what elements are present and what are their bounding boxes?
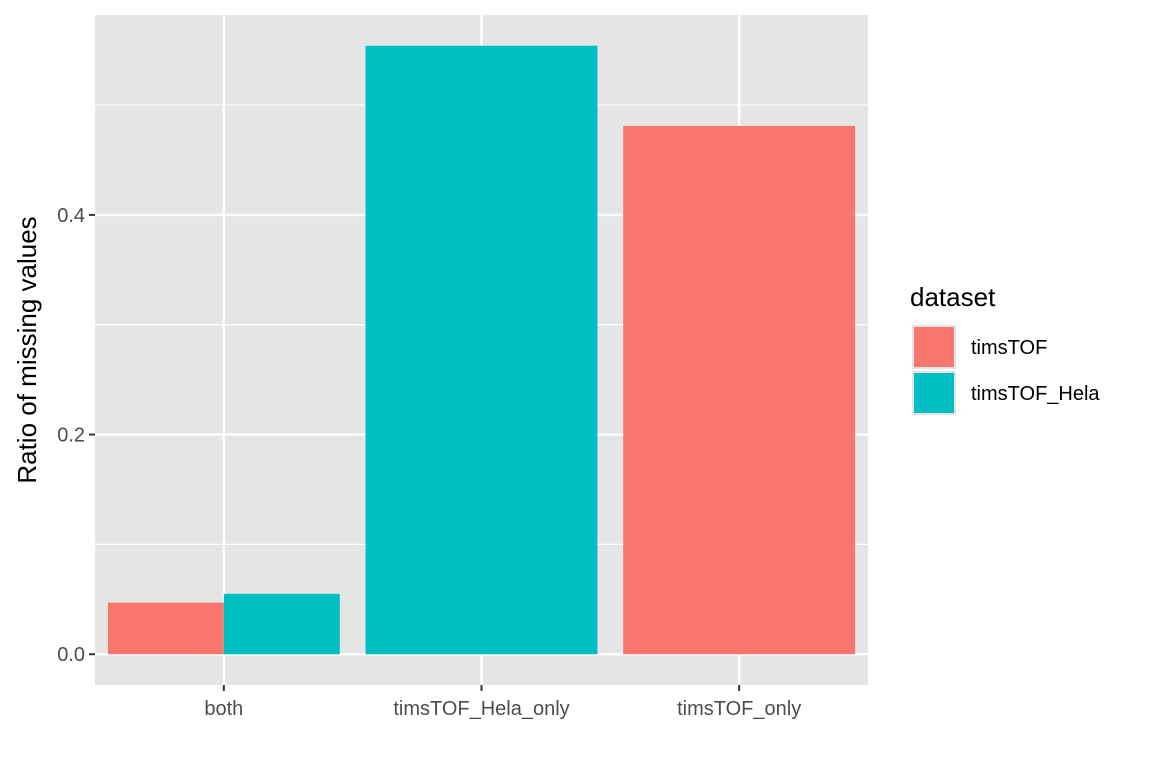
bars <box>107 45 856 655</box>
y-axis-title: Ratio of missing values <box>12 216 42 483</box>
y-axis-ticks: 0.0 0.2 0.4 <box>57 205 95 666</box>
x-tick-label: both <box>204 698 243 720</box>
bar-timsTOF-timsTOF_only <box>623 125 856 655</box>
legend: dataset timsTOF timsTOF_Hela <box>910 282 1100 415</box>
x-tick-label: timsTOF_only <box>677 698 801 720</box>
legend-label: timsTOF <box>971 337 1047 359</box>
y-tick-label: 0.2 <box>57 425 85 447</box>
y-tick-label: 0.4 <box>57 205 85 227</box>
bar-timsTOF-both <box>107 602 224 655</box>
y-tick-label: 0.0 <box>57 644 85 666</box>
x-axis-ticks: both timsTOF_Hela_only timsTOF_only <box>204 685 801 720</box>
legend-label: timsTOF_Hela <box>971 383 1100 405</box>
legend-key-timsTOF_Hela <box>914 373 954 413</box>
x-tick-label: timsTOF_Hela_only <box>393 698 569 720</box>
legend-title: dataset <box>910 282 996 312</box>
bar-timsTOF_Hela-both <box>223 593 340 655</box>
legend-key-timsTOF <box>914 327 954 367</box>
bar-timsTOF_Hela-timsTOF_Hela_only <box>365 45 598 655</box>
legend-items: timsTOF timsTOF_Hela <box>912 325 1100 415</box>
